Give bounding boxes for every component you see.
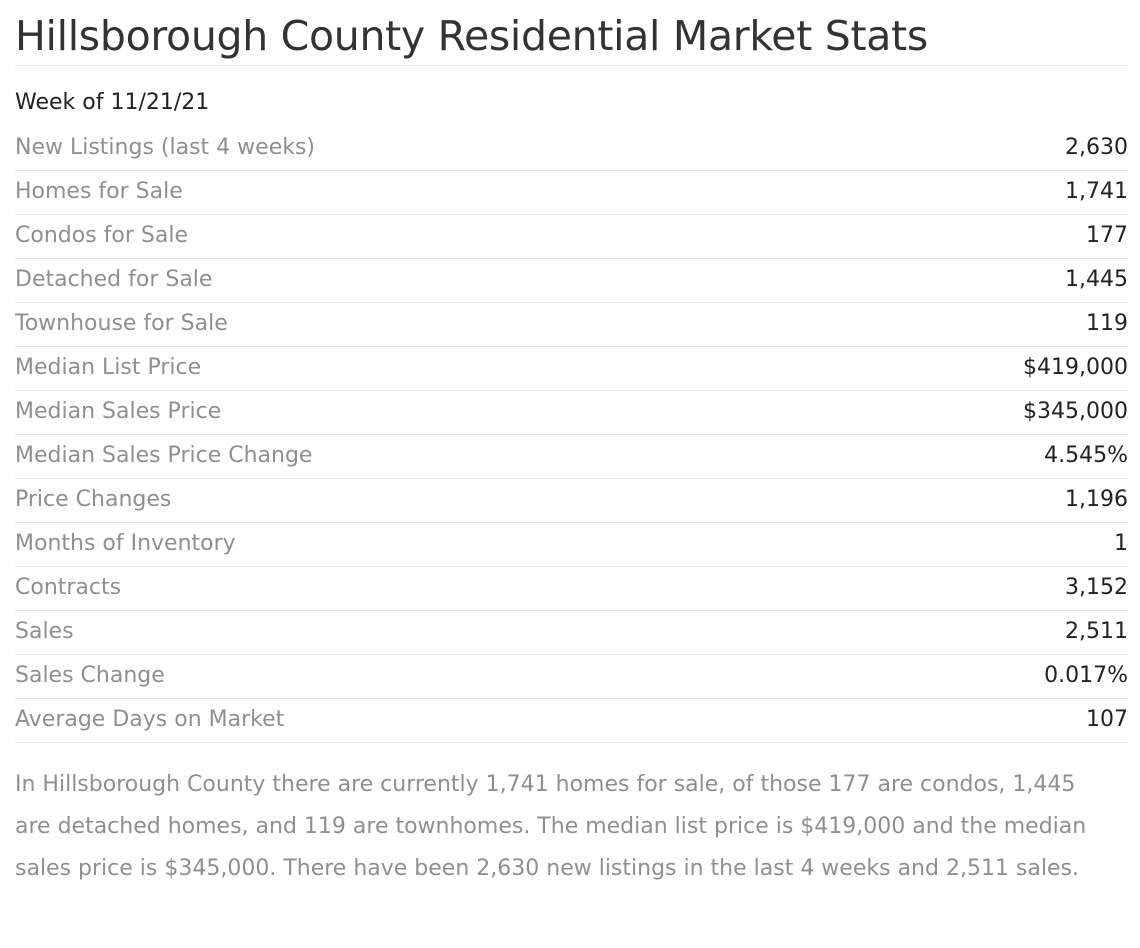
stat-label: Condos for Sale [15, 214, 840, 259]
stat-label: Homes for Sale [15, 170, 840, 215]
page-title: Hillsborough County Residential Market S… [15, 12, 928, 60]
market-stats-page: Hillsborough County Residential Market S… [15, 0, 1128, 890]
stats-row-detached-for-sale: Detached for Sale 1,445 [15, 258, 1128, 303]
stat-label: Sales Change [15, 654, 840, 699]
stats-table: New Listings (last 4 weeks) 2,630 Homes … [15, 126, 1128, 743]
stat-value: 4.545% [839, 434, 1128, 479]
stats-row-townhouse-for-sale: Townhouse for Sale 119 [15, 302, 1128, 347]
stat-label: Median Sales Price Change [15, 434, 840, 479]
stat-value: 1 [839, 522, 1128, 567]
stat-value: 3,152 [839, 566, 1128, 611]
stat-label: Detached for Sale [15, 258, 840, 303]
stat-label: Months of Inventory [15, 522, 840, 567]
stat-value: $419,000 [839, 346, 1128, 391]
summary-paragraph: In Hillsborough County there are current… [15, 771, 1087, 881]
stat-value: 0.017% [839, 654, 1128, 699]
stat-value: 1,741 [839, 170, 1128, 215]
stats-row-condos-for-sale: Condos for Sale 177 [15, 214, 1128, 259]
stat-label: Sales [15, 610, 840, 655]
stat-value: 119 [839, 302, 1128, 347]
stats-row-median-list-price: Median List Price $419,000 [15, 346, 1128, 391]
stats-row-sales: Sales 2,511 [15, 610, 1128, 655]
stat-label: Average Days on Market [15, 698, 840, 743]
stats-row-sales-change: Sales Change 0.017% [15, 654, 1128, 699]
stat-value: 2,630 [839, 126, 1128, 171]
stat-value: 1,196 [839, 478, 1128, 523]
stat-label: Townhouse for Sale [15, 302, 840, 347]
stat-value: 1,445 [839, 258, 1128, 303]
title-divider [15, 65, 1128, 66]
stat-value: 177 [839, 214, 1128, 259]
stats-row-homes-for-sale: Homes for Sale 1,741 [15, 170, 1128, 215]
stats-row-price-changes: Price Changes 1,196 [15, 478, 1128, 523]
stat-label: Median List Price [15, 346, 840, 391]
stats-row-average-days-on-market: Average Days on Market 107 [15, 698, 1128, 743]
week-subtitle: Week of 11/21/21 [15, 90, 210, 115]
stat-label: New Listings (last 4 weeks) [15, 126, 840, 171]
stats-row-new-listings: New Listings (last 4 weeks) 2,630 [15, 126, 1128, 171]
stat-label: Contracts [15, 566, 840, 611]
stat-label: Median Sales Price [15, 390, 840, 435]
stat-label: Price Changes [15, 478, 840, 523]
stats-row-months-of-inventory: Months of Inventory 1 [15, 522, 1128, 567]
stats-row-median-sales-price: Median Sales Price $345,000 [15, 390, 1128, 435]
stat-value: 107 [839, 698, 1128, 743]
stat-value: 2,511 [839, 610, 1128, 655]
stat-value: $345,000 [839, 390, 1128, 435]
stats-row-median-sales-price-change: Median Sales Price Change 4.545% [15, 434, 1128, 479]
stats-row-contracts: Contracts 3,152 [15, 566, 1128, 611]
